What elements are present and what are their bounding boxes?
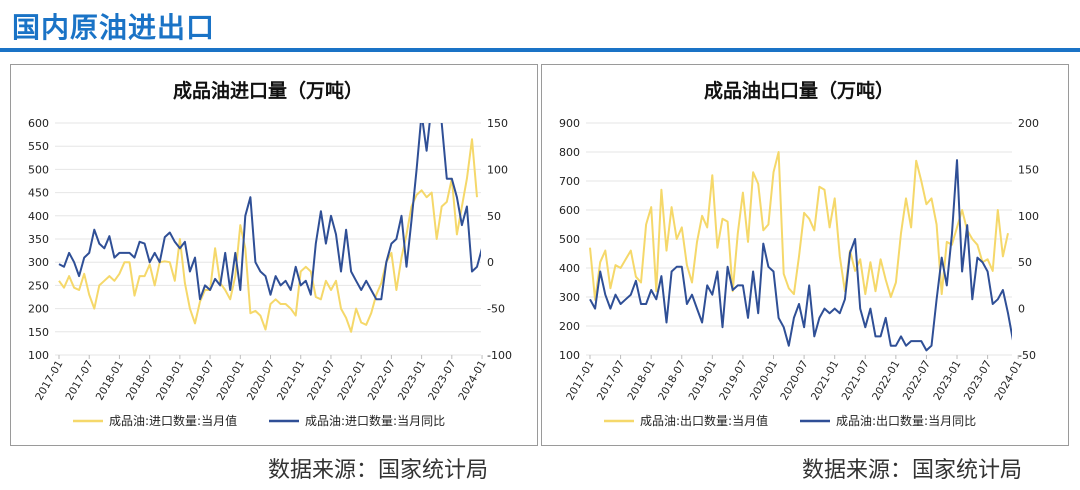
monthly-series-line xyxy=(589,151,1009,301)
y2-tick-label: -50 xyxy=(1018,349,1036,362)
x-tick-label: 2019-01 xyxy=(154,359,186,403)
y2-tick-label: 100 xyxy=(1018,210,1039,223)
x-tick-label: 2021-01 xyxy=(809,359,841,403)
y-tick-label: 100 xyxy=(559,349,580,362)
title-rule xyxy=(0,48,1080,52)
x-tick-label: 2017-07 xyxy=(595,359,627,403)
x-tick-label: 2020-07 xyxy=(245,359,277,403)
export-chart: 成品油出口量（万吨）100200300400500600700800900-50… xyxy=(559,79,1039,428)
x-tick-label: 2024-01 xyxy=(992,359,1024,403)
y-tick-label: 200 xyxy=(28,303,49,316)
y2-tick-label: 50 xyxy=(487,210,501,223)
x-tick-label: 2021-07 xyxy=(305,359,337,403)
y2-tick-label: 100 xyxy=(487,163,508,176)
y2-tick-label: 50 xyxy=(1018,256,1032,269)
x-tick-label: 2018-01 xyxy=(94,359,126,403)
y-tick-label: 300 xyxy=(559,291,580,304)
y-tick-label: 400 xyxy=(559,262,580,275)
x-tick-label: 2017-07 xyxy=(63,359,95,403)
x-tick-label: 2018-07 xyxy=(656,359,688,403)
import-source-note: 数据来源：国家统计局 xyxy=(268,458,489,483)
x-tick-label: 2023-07 xyxy=(426,359,458,403)
export-source-note: 数据来源：国家统计局 xyxy=(802,458,1023,483)
y-tick-label: 600 xyxy=(559,204,580,217)
import-chart-panel: 成品油进口量（万吨） 100 150 200 250 300 350 400 450 500 550… xyxy=(10,64,538,446)
x-tick-label: 2022-01 xyxy=(335,359,367,403)
y-tick-label: 300 xyxy=(28,256,49,269)
y-tick-label: 250 xyxy=(28,279,49,292)
x-tick-label: 2023-01 xyxy=(931,359,963,403)
x-tick-label: 2022-07 xyxy=(901,359,933,403)
y-tick-label: 100 xyxy=(28,349,49,362)
y-tick-label: 500 xyxy=(559,233,580,246)
y2-tick-label: 150 xyxy=(487,117,508,130)
x-tick-label: 2017-01 xyxy=(33,359,65,403)
y2-tick-label: 200 xyxy=(1018,117,1039,130)
y2-tick-label: 0 xyxy=(1018,303,1025,316)
y2-tick-label: 0 xyxy=(487,256,494,269)
yoy-series-line xyxy=(589,159,1012,352)
legend-label: 成品油:进口数量:当月值 xyxy=(109,413,237,428)
y-tick-label: 600 xyxy=(28,117,49,130)
x-tick-label: 2019-07 xyxy=(184,359,216,403)
x-tick-label: 2024-01 xyxy=(456,359,488,403)
x-tick-label: 2023-07 xyxy=(962,359,994,403)
y-tick-label: 900 xyxy=(559,117,580,130)
y2-tick-label: -50 xyxy=(487,303,505,316)
y-tick-label: 500 xyxy=(28,163,49,176)
x-tick-label: 2017-01 xyxy=(564,359,596,403)
y-tick-label: 200 xyxy=(559,320,580,333)
x-tick-label: 2020-01 xyxy=(748,359,780,403)
y2-tick-label: 150 xyxy=(1018,163,1039,176)
legend-label: 成品油:出口数量:当月同比 xyxy=(836,413,976,428)
x-tick-label: 2020-01 xyxy=(215,359,247,403)
y-tick-label: 700 xyxy=(559,175,580,188)
y-tick-label: 450 xyxy=(28,187,49,200)
y-tick-label: 400 xyxy=(28,210,49,223)
x-tick-label: 2022-07 xyxy=(366,359,398,403)
chart-title: 成品油进口量（万吨） xyxy=(173,79,363,102)
x-tick-label: 2021-07 xyxy=(840,359,872,403)
x-tick-label: 2018-01 xyxy=(625,359,657,403)
export-chart-panel: 成品油出口量（万吨） 100 200 300 400 500 600 700 800 900 -50… xyxy=(541,64,1069,446)
page-title: 国内原油进出口 xyxy=(12,11,216,44)
y2-tick-label: -100 xyxy=(487,349,512,362)
x-tick-label: 2019-07 xyxy=(717,359,749,403)
x-tick-label: 2022-01 xyxy=(870,359,902,403)
legend-label: 成品油:进口数量:当月同比 xyxy=(305,413,445,428)
y-tick-label: 150 xyxy=(28,326,49,339)
x-tick-label: 2023-01 xyxy=(396,359,428,403)
x-tick-label: 2020-07 xyxy=(778,359,810,403)
yoy-series-line xyxy=(58,123,481,301)
chart-title: 成品油出口量（万吨） xyxy=(704,79,894,102)
y-tick-label: 800 xyxy=(559,146,580,159)
monthly-series-line xyxy=(58,138,478,333)
x-tick-label: 2019-01 xyxy=(687,359,719,403)
y-tick-label: 350 xyxy=(28,233,49,246)
x-tick-label: 2018-07 xyxy=(124,359,156,403)
legend-label: 成品油:出口数量:当月值 xyxy=(640,413,768,428)
y-tick-label: 550 xyxy=(28,140,49,153)
import-chart: 成品油进口量（万吨）100150200250300350400450500550… xyxy=(28,79,512,428)
x-tick-label: 2021-01 xyxy=(275,359,307,403)
